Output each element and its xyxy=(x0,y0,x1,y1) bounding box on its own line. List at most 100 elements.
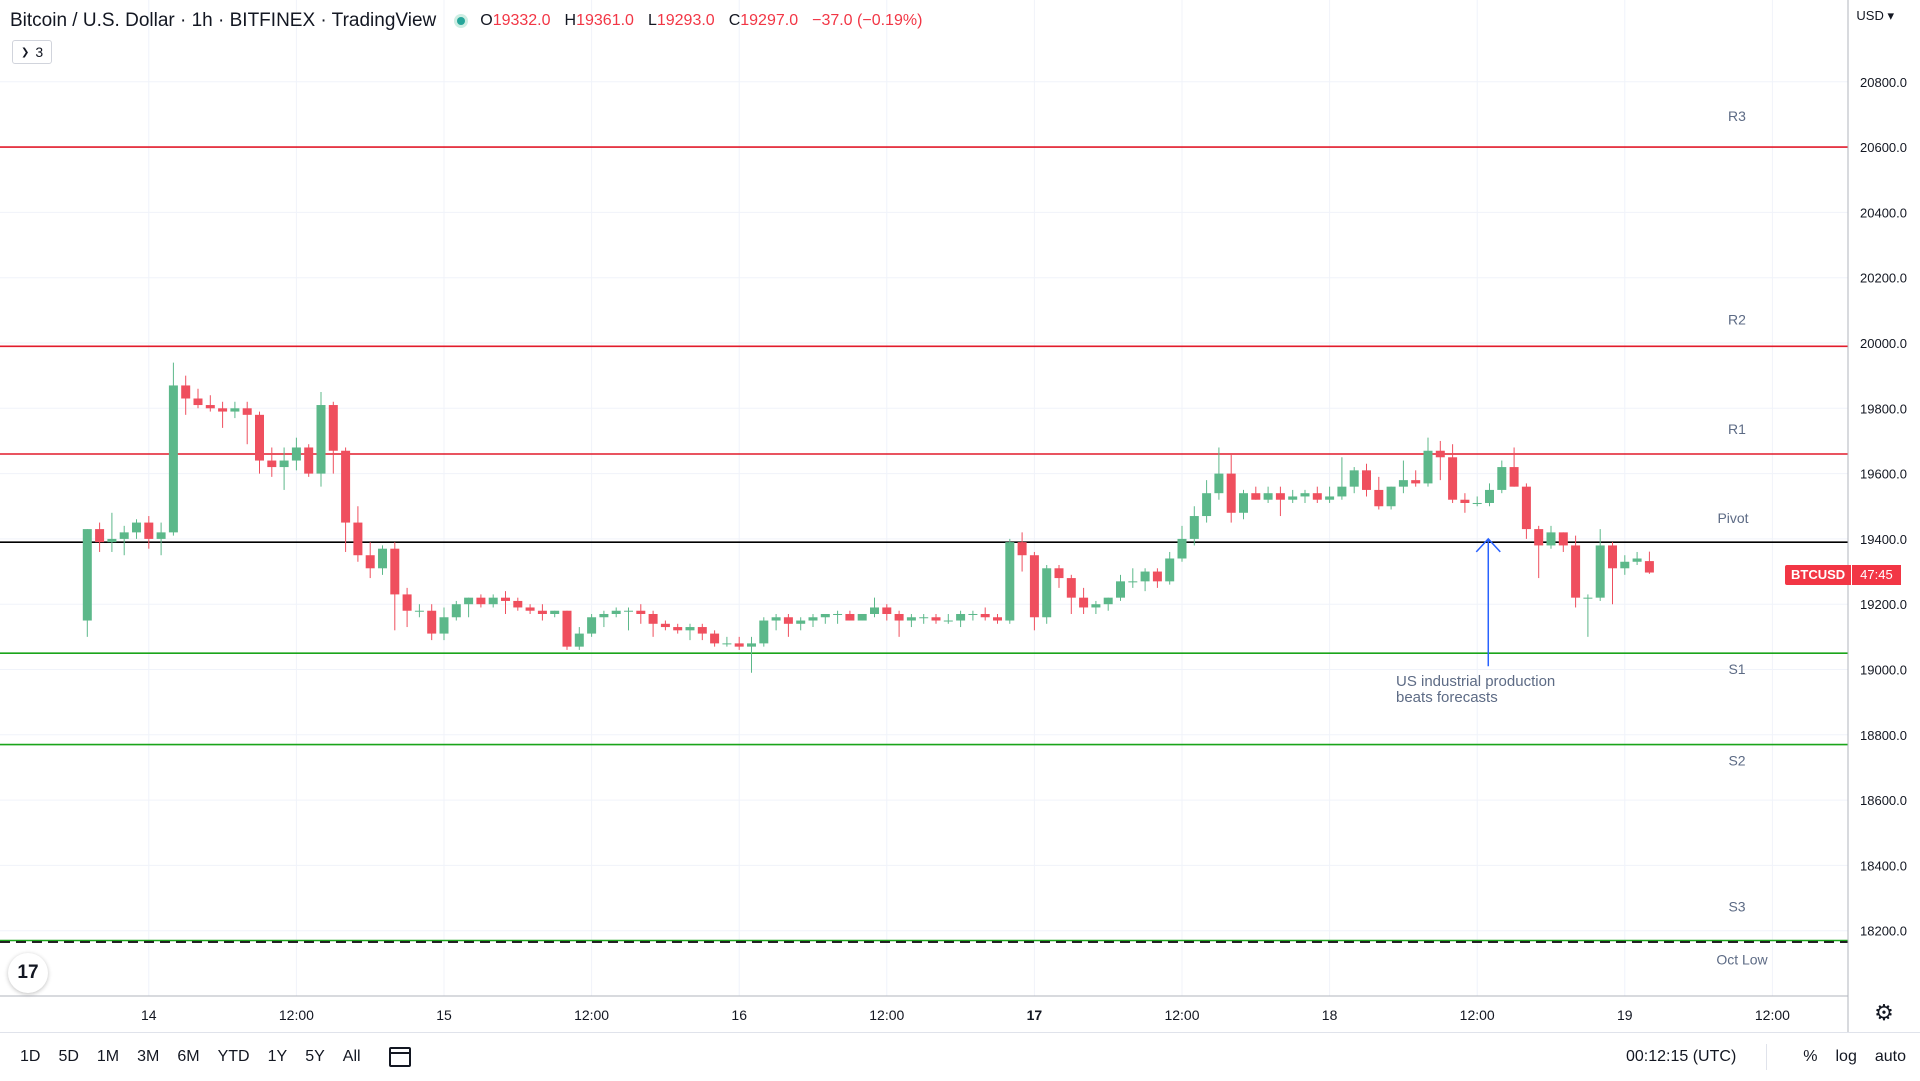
price-tick-label: 20800.0 xyxy=(1860,75,1907,90)
candle-body xyxy=(747,643,756,647)
range-5d[interactable]: 5D xyxy=(58,1048,79,1065)
candle-body xyxy=(906,617,916,621)
level-label-r1: R1 xyxy=(1728,421,1746,437)
date-range-buttons: 1D 5D 1M 3M 6M YTD 1Y 5Y All xyxy=(20,1048,379,1066)
candle-body xyxy=(402,594,412,611)
candle-body xyxy=(427,610,437,634)
candle-body xyxy=(316,405,326,474)
range-1y[interactable]: 1Y xyxy=(267,1048,288,1065)
candle-body xyxy=(353,522,363,556)
time-tick-label: 12:00 xyxy=(869,1007,904,1023)
annotation-arrow xyxy=(1475,537,1501,667)
time-tick-label: 12:00 xyxy=(1460,1007,1495,1023)
annotation-line-1: US industrial production xyxy=(1396,673,1556,690)
candle-body xyxy=(1423,450,1433,484)
range-3m[interactable]: 3M xyxy=(137,1048,160,1065)
candle-body xyxy=(1239,493,1248,513)
candle-body xyxy=(119,532,129,539)
level-label-pivot: Pivot xyxy=(1717,510,1748,526)
utc-clock[interactable]: 00:12:15 (UTC) xyxy=(1626,1048,1737,1065)
candle-body xyxy=(476,597,486,605)
bottom-right-controls: 00:12:15 (UTC) % log auto xyxy=(1626,1033,1906,1081)
candle-body xyxy=(783,617,793,624)
gear-icon[interactable]: ⚙ xyxy=(1874,1000,1894,1025)
price-tick-label: 20200.0 xyxy=(1860,271,1907,286)
toolbar-divider xyxy=(1766,1044,1768,1070)
time-tick-label: 12:00 xyxy=(1164,1007,1199,1023)
candle-body xyxy=(378,548,387,569)
candle-body xyxy=(1079,597,1089,608)
candle-body xyxy=(525,607,535,611)
currency-label[interactable]: USD ▾ xyxy=(1856,8,1894,23)
time-tick-label: 12:00 xyxy=(279,1007,314,1023)
price-tick-label: 19000.0 xyxy=(1860,663,1907,678)
candle-body xyxy=(574,633,584,647)
range-5y[interactable]: 5Y xyxy=(305,1048,325,1065)
time-tick-label: 14 xyxy=(141,1007,157,1023)
candle-body xyxy=(685,627,695,631)
candle-body xyxy=(501,597,510,601)
candle-body xyxy=(550,610,560,614)
price-tick-label: 18600.0 xyxy=(1860,793,1907,808)
candle-body xyxy=(1509,467,1519,487)
price-tick-label: 18200.0 xyxy=(1860,924,1907,939)
symbol-title[interactable]: Bitcoin / U.S. Dollar · 1h · BITFINEX · … xyxy=(10,10,437,31)
range-all[interactable]: All xyxy=(342,1048,361,1065)
candle-body xyxy=(1546,532,1556,546)
time-tick-label: 12:00 xyxy=(574,1007,609,1023)
annotation-label: US industrial production beats forecasts xyxy=(1396,674,1555,706)
price-tag-symbol: BTCUSD xyxy=(1785,565,1852,585)
candle-body xyxy=(1472,502,1482,504)
calendar-icon[interactable] xyxy=(388,1047,411,1067)
candle-body xyxy=(943,620,953,622)
market-status-icon xyxy=(454,14,469,28)
candle-body xyxy=(648,613,658,624)
price-tick-label: 20000.0 xyxy=(1860,336,1907,351)
candle-body xyxy=(1558,532,1568,546)
candle-body xyxy=(451,604,461,618)
candle-body xyxy=(1632,558,1642,562)
ohlc-change: −37.0 (−0.19%) xyxy=(812,12,923,29)
indicators-toggle-button[interactable]: ❯ 3 xyxy=(12,40,53,64)
candle-body xyxy=(1202,493,1212,517)
candle-body xyxy=(820,613,830,618)
candle-body xyxy=(1263,493,1273,500)
log-scale-toggle[interactable]: log xyxy=(1835,1048,1857,1065)
candle-body xyxy=(1251,493,1261,500)
candle-body xyxy=(1226,473,1236,513)
ohlc-open: O19332.0 xyxy=(480,12,551,29)
candle-body xyxy=(1128,581,1138,583)
ohlc-low: L19293.0 xyxy=(647,12,715,29)
price-tick-label: 18800.0 xyxy=(1860,728,1907,743)
candle-body xyxy=(1054,568,1064,579)
candle-body xyxy=(1583,597,1593,599)
candle-body xyxy=(1620,561,1630,569)
candle-body xyxy=(267,460,277,468)
candle-body xyxy=(710,633,720,644)
candle-body xyxy=(1177,538,1187,559)
time-tick-label: 15 xyxy=(436,1007,452,1023)
range-1d[interactable]: 1D xyxy=(20,1048,41,1065)
range-ytd[interactable]: YTD xyxy=(217,1048,250,1065)
candle-body xyxy=(341,450,351,523)
candle-body xyxy=(1288,496,1298,500)
range-1m[interactable]: 1M xyxy=(96,1048,120,1065)
candle-body xyxy=(1435,450,1445,458)
candle-body xyxy=(168,385,178,533)
level-label-s3: S3 xyxy=(1728,898,1745,914)
pivot-levels: R3 R2 R1 Pivot S1 S2 S3 Oct Low xyxy=(0,108,1848,967)
time-tick-label: 17 xyxy=(1027,1007,1043,1023)
candle-body xyxy=(1017,542,1027,556)
percent-scale-toggle[interactable]: % xyxy=(1803,1048,1818,1065)
price-tick-label: 18400.0 xyxy=(1860,858,1907,873)
candle-body xyxy=(390,548,400,595)
candle-body xyxy=(132,522,141,533)
auto-scale-toggle[interactable]: auto xyxy=(1874,1048,1906,1065)
level-label-s2: S2 xyxy=(1728,753,1745,769)
price-tick-label: 19400.0 xyxy=(1860,532,1907,547)
candle-body xyxy=(796,620,806,624)
range-6m[interactable]: 6M xyxy=(177,1048,200,1065)
candle-body xyxy=(537,610,547,614)
tradingview-logo[interactable]: 17 xyxy=(8,953,48,993)
